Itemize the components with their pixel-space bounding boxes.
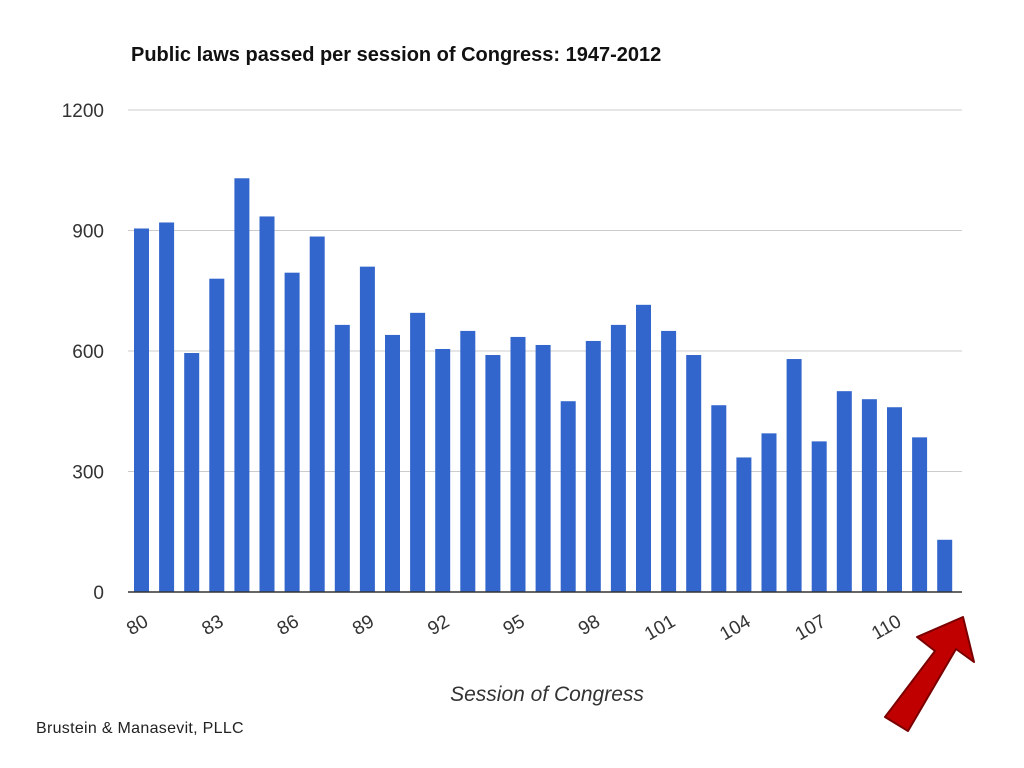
bar-session-97 bbox=[560, 401, 576, 592]
bar-session-105 bbox=[761, 433, 777, 592]
bar-session-86 bbox=[284, 272, 300, 592]
x-tick-label: 98 bbox=[575, 611, 604, 640]
y-tick-label: 0 bbox=[93, 583, 104, 604]
bar-session-92 bbox=[435, 348, 451, 592]
bar-session-88 bbox=[334, 324, 350, 592]
bar-session-89 bbox=[359, 266, 375, 592]
bar-session-102 bbox=[686, 355, 702, 592]
y-tick-label: 300 bbox=[72, 463, 104, 484]
x-tick-label: 92 bbox=[424, 611, 453, 640]
bar-session-95 bbox=[510, 336, 526, 592]
bar-session-94 bbox=[485, 355, 501, 592]
x-tick-label: 101 bbox=[641, 611, 679, 645]
bar-session-82 bbox=[184, 353, 200, 592]
bar-session-111 bbox=[912, 437, 928, 592]
x-tick-label: 83 bbox=[198, 611, 227, 640]
y-tick-label: 900 bbox=[72, 222, 104, 243]
bar-session-112 bbox=[937, 539, 953, 592]
bar-session-80 bbox=[134, 228, 149, 592]
x-tick-label: 110 bbox=[868, 611, 905, 644]
red-arrow-icon-shape bbox=[884, 616, 975, 732]
y-tick-label: 1200 bbox=[62, 101, 104, 122]
red-arrow-icon bbox=[884, 616, 975, 732]
x-tick-label: 80 bbox=[123, 611, 152, 640]
bar-session-109 bbox=[861, 399, 877, 592]
bar-session-104 bbox=[736, 457, 752, 592]
bar-session-108 bbox=[836, 391, 852, 592]
bar-session-85 bbox=[259, 216, 275, 593]
bar-session-93 bbox=[460, 330, 476, 592]
bar-session-83 bbox=[209, 278, 225, 592]
bar-session-106 bbox=[786, 359, 802, 592]
bars bbox=[134, 178, 953, 593]
bar-session-81 bbox=[159, 222, 175, 592]
bar-session-96 bbox=[535, 344, 551, 592]
chart-title: Public laws passed per session of Congre… bbox=[131, 44, 662, 66]
bar-session-101 bbox=[661, 330, 677, 592]
x-axis-label: Session of Congress bbox=[450, 683, 644, 706]
bar-session-90 bbox=[385, 334, 400, 592]
footer-company-name: Brustein & Manasevit, PLLC bbox=[36, 720, 244, 737]
bar-session-98 bbox=[585, 340, 601, 592]
bar-session-99 bbox=[610, 324, 626, 592]
bar-session-103 bbox=[711, 405, 727, 592]
bar-session-107 bbox=[811, 441, 827, 592]
x-tick-label: 95 bbox=[500, 611, 529, 640]
bar-session-110 bbox=[887, 407, 902, 592]
bar-session-87 bbox=[309, 236, 325, 592]
x-tick-label: 89 bbox=[349, 611, 378, 640]
bar-session-91 bbox=[410, 312, 426, 592]
x-tick-label: 104 bbox=[716, 611, 754, 645]
x-tick-label: 107 bbox=[792, 611, 830, 645]
x-tick-label: 86 bbox=[274, 611, 303, 640]
bar-session-84 bbox=[234, 178, 250, 593]
bar-session-100 bbox=[636, 304, 651, 592]
y-tick-label: 600 bbox=[72, 342, 104, 363]
